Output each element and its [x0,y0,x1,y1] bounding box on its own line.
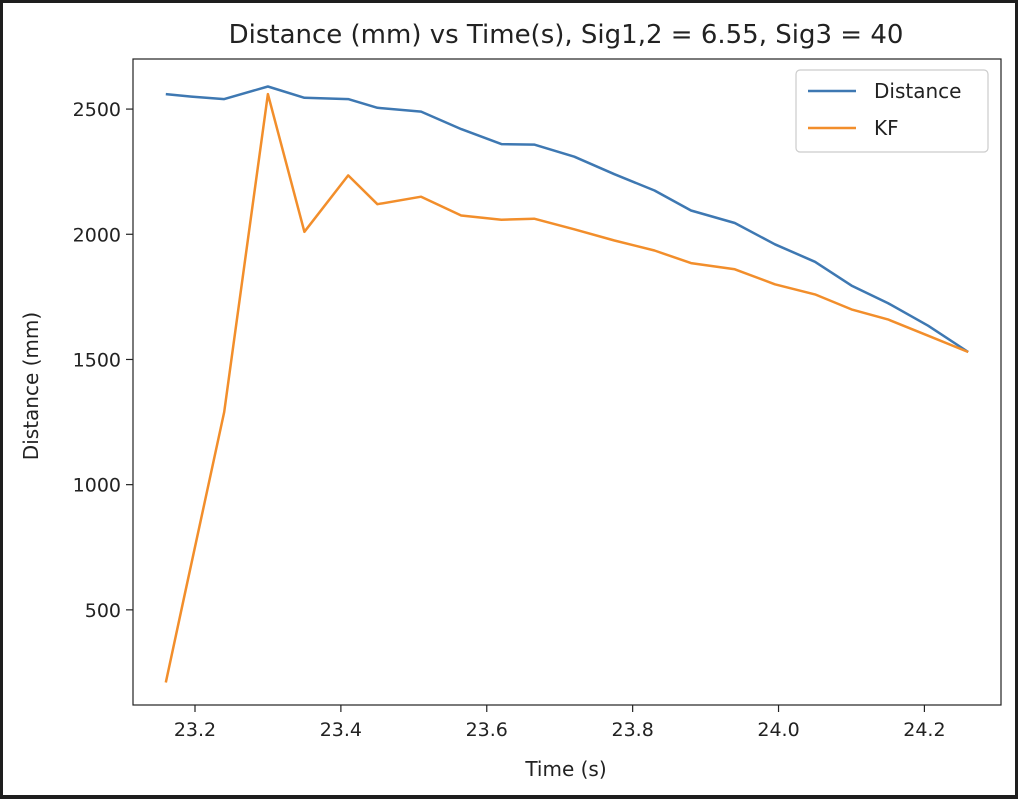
legend-label-distance: Distance [874,79,961,103]
chart-figure: Distance (mm) vs Time(s), Sig1,2 = 6.55,… [3,3,1015,795]
y-tick-label: 2500 [73,99,121,121]
y-tick-label: 2000 [73,224,121,246]
x-tick-label: 23.6 [466,719,508,741]
y-tick-label: 1000 [73,475,121,497]
y-axis-label: Distance (mm) [19,312,43,460]
series-line-kf [166,94,968,682]
x-axis-ticks: 23.2 23.4 23.6 23.8 24.0 24.2 [174,705,946,741]
y-tick-label: 500 [85,600,121,622]
legend-label-kf: KF [874,116,899,140]
y-tick-label: 1500 [73,349,121,371]
legend: Distance KF [796,70,988,152]
chart-title: Distance (mm) vs Time(s), Sig1,2 = 6.55,… [229,20,904,50]
x-tick-label: 23.4 [320,719,362,741]
x-axis-label: Time (s) [524,757,606,781]
plot-frame [133,59,1001,705]
x-tick-label: 24.0 [757,719,799,741]
x-tick-label: 23.8 [611,719,653,741]
x-tick-label: 23.2 [174,719,216,741]
x-tick-label: 24.2 [903,719,945,741]
line-chart: Distance (mm) vs Time(s), Sig1,2 = 6.55,… [3,3,1015,795]
y-axis-ticks: 500 1000 1500 2000 2500 [73,99,133,622]
series-lines [166,86,968,682]
